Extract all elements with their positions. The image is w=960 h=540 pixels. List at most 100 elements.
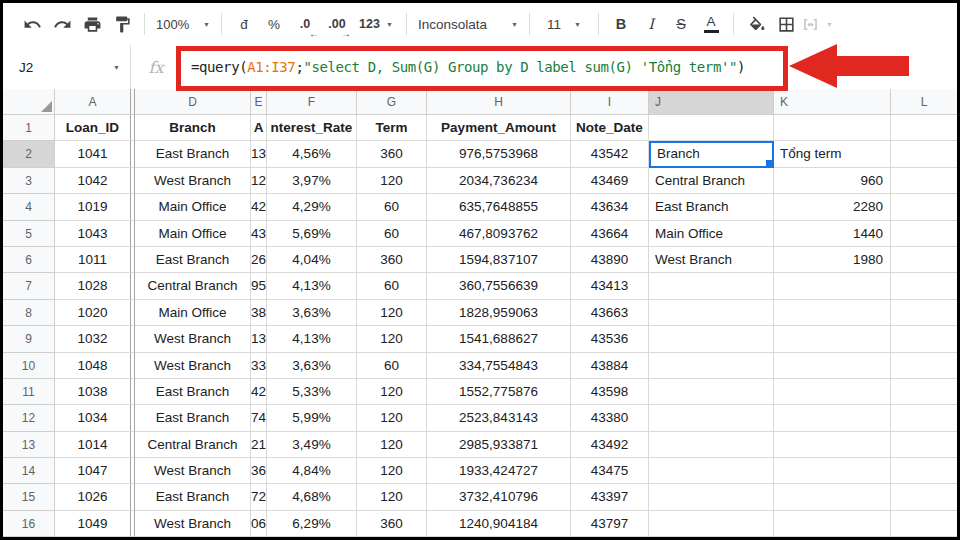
cell-K14[interactable] bbox=[774, 458, 891, 484]
cell-J2[interactable]: Branch bbox=[649, 141, 774, 167]
cell-D9[interactable]: West Branch bbox=[135, 326, 251, 352]
column-header-A[interactable]: A bbox=[55, 89, 131, 115]
cell-J4[interactable]: East Branch bbox=[649, 194, 774, 220]
cell-I14[interactable]: 43475 bbox=[571, 458, 649, 484]
cell-F15[interactable]: 4,68% bbox=[267, 484, 357, 510]
row-header-12[interactable]: 12 bbox=[3, 405, 55, 431]
cell-J7[interactable] bbox=[649, 273, 774, 299]
cell-F3[interactable]: 3,97% bbox=[267, 168, 357, 194]
row-header-14[interactable]: 14 bbox=[3, 458, 55, 484]
cell-J1[interactable] bbox=[649, 115, 774, 141]
cell-G3[interactable]: 120 bbox=[357, 168, 427, 194]
cell-J8[interactable] bbox=[649, 300, 774, 326]
cell-J12[interactable] bbox=[649, 405, 774, 431]
cell-G4[interactable]: 60 bbox=[357, 194, 427, 220]
cell-G10[interactable]: 60 bbox=[357, 353, 427, 379]
cell-J10[interactable] bbox=[649, 353, 774, 379]
cell-J5[interactable]: Main Office bbox=[649, 221, 774, 247]
cell-A2[interactable]: 1041 bbox=[55, 141, 131, 167]
cell-H13[interactable]: 2985,933871 bbox=[427, 432, 571, 458]
row-header-16[interactable]: 16 bbox=[3, 511, 55, 537]
zoom-control[interactable]: 100%▼ bbox=[152, 9, 214, 39]
undo-button[interactable] bbox=[17, 9, 47, 39]
cell-E16[interactable]: 06 bbox=[251, 511, 267, 537]
cell-E8[interactable]: 38 bbox=[251, 300, 267, 326]
cell-L7[interactable] bbox=[891, 273, 957, 299]
cell-L9[interactable] bbox=[891, 326, 957, 352]
decrease-decimal-button[interactable]: .0← bbox=[289, 9, 321, 39]
cell-H8[interactable]: 1828,959063 bbox=[427, 300, 571, 326]
cell-E14[interactable]: 36 bbox=[251, 458, 267, 484]
cell-H16[interactable]: 1240,904184 bbox=[427, 511, 571, 537]
cell-H10[interactable]: 334,7554843 bbox=[427, 353, 571, 379]
paint-format-button[interactable] bbox=[107, 9, 137, 39]
cell-I6[interactable]: 43890 bbox=[571, 247, 649, 273]
cell-D8[interactable]: Main Office bbox=[135, 300, 251, 326]
cell-A7[interactable]: 1028 bbox=[55, 273, 131, 299]
cell-J16[interactable] bbox=[649, 511, 774, 537]
column-header-K[interactable]: K bbox=[774, 89, 891, 115]
cell-K4[interactable]: 2280 bbox=[774, 194, 891, 220]
cell-H11[interactable]: 1552,775876 bbox=[427, 379, 571, 405]
cell-A13[interactable]: 1014 bbox=[55, 432, 131, 458]
cell-D13[interactable]: Central Branch bbox=[135, 432, 251, 458]
cell-E5[interactable]: 438 bbox=[251, 221, 267, 247]
cell-H3[interactable]: 2034,736234 bbox=[427, 168, 571, 194]
cell-D15[interactable]: East Branch bbox=[135, 484, 251, 510]
cell-L6[interactable] bbox=[891, 247, 957, 273]
cell-F16[interactable]: 6,29% bbox=[267, 511, 357, 537]
strikethrough-button[interactable]: S bbox=[666, 9, 696, 39]
row-header-2[interactable]: 2 bbox=[3, 141, 55, 167]
cell-I9[interactable]: 43536 bbox=[571, 326, 649, 352]
cell-L12[interactable] bbox=[891, 405, 957, 431]
cell-K3[interactable]: 960 bbox=[774, 168, 891, 194]
cell-E10[interactable]: 334 bbox=[251, 353, 267, 379]
row-header-10[interactable]: 10 bbox=[3, 353, 55, 379]
cell-I10[interactable]: 43884 bbox=[571, 353, 649, 379]
cell-L8[interactable] bbox=[891, 300, 957, 326]
cell-K13[interactable] bbox=[774, 432, 891, 458]
cell-F2[interactable]: 4,56% bbox=[267, 141, 357, 167]
bold-button[interactable]: B bbox=[606, 9, 636, 39]
row-header-8[interactable]: 8 bbox=[3, 300, 55, 326]
cell-J3[interactable]: Central Branch bbox=[649, 168, 774, 194]
cell-F5[interactable]: 5,69% bbox=[267, 221, 357, 247]
row-header-9[interactable]: 9 bbox=[3, 326, 55, 352]
cell-G6[interactable]: 360 bbox=[357, 247, 427, 273]
cell-L14[interactable] bbox=[891, 458, 957, 484]
row-header-1[interactable]: 1 bbox=[3, 115, 55, 141]
column-header-L[interactable]: L bbox=[891, 89, 957, 115]
column-header-F[interactable]: F bbox=[267, 89, 357, 115]
cell-E6[interactable]: 26 bbox=[251, 247, 267, 273]
cell-A6[interactable]: 1011 bbox=[55, 247, 131, 273]
cell-H4[interactable]: 635,7648855 bbox=[427, 194, 571, 220]
fill-handle[interactable] bbox=[765, 159, 773, 167]
cell-G12[interactable]: 120 bbox=[357, 405, 427, 431]
row-header-13[interactable]: 13 bbox=[3, 432, 55, 458]
cell-H9[interactable]: 1541,688627 bbox=[427, 326, 571, 352]
cell-G11[interactable]: 120 bbox=[357, 379, 427, 405]
cell-D2[interactable]: East Branch bbox=[135, 141, 251, 167]
cell-A4[interactable]: 1019 bbox=[55, 194, 131, 220]
cell-G9[interactable]: 120 bbox=[357, 326, 427, 352]
redo-button[interactable] bbox=[47, 9, 77, 39]
row-header-7[interactable]: 7 bbox=[3, 273, 55, 299]
cell-H6[interactable]: 1594,837107 bbox=[427, 247, 571, 273]
cell-E15[interactable]: 72 bbox=[251, 484, 267, 510]
cell-I12[interactable]: 43380 bbox=[571, 405, 649, 431]
cell-K6[interactable]: 1980 bbox=[774, 247, 891, 273]
cell-F13[interactable]: 3,49% bbox=[267, 432, 357, 458]
cell-D1[interactable]: Branch bbox=[135, 115, 251, 141]
cell-D4[interactable]: Main Office bbox=[135, 194, 251, 220]
cell-G14[interactable]: 120 bbox=[357, 458, 427, 484]
cell-K7[interactable] bbox=[774, 273, 891, 299]
cell-H1[interactable]: Payment_Amount bbox=[427, 115, 571, 141]
cell-E2[interactable]: 13 bbox=[251, 141, 267, 167]
cell-H15[interactable]: 3732,410796 bbox=[427, 484, 571, 510]
select-all-corner[interactable] bbox=[3, 89, 55, 115]
cell-K9[interactable] bbox=[774, 326, 891, 352]
cell-K12[interactable] bbox=[774, 405, 891, 431]
cell-I3[interactable]: 43469 bbox=[571, 168, 649, 194]
cell-F11[interactable]: 5,33% bbox=[267, 379, 357, 405]
cell-I5[interactable]: 43664 bbox=[571, 221, 649, 247]
